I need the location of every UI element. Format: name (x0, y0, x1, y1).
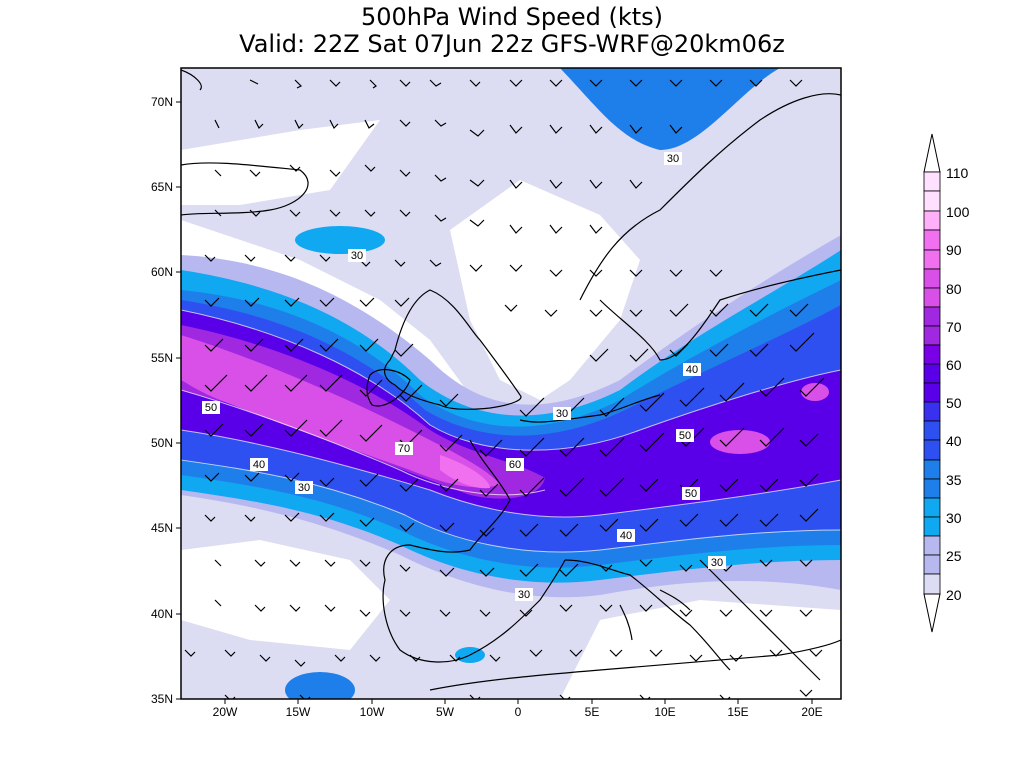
colorbar-label-20: 20 (946, 587, 962, 603)
contour-label: 40 (250, 458, 268, 471)
colorbar-label-90: 90 (946, 242, 962, 258)
wind-barbs (184, 79, 825, 699)
colorbar-label-30: 30 (946, 510, 962, 526)
contour-label: 30 (348, 249, 366, 262)
colorbar-label-110: 110 (946, 165, 969, 181)
barb-row-62n (214, 209, 603, 234)
barb-row-57n (204, 297, 809, 317)
lat-label-65n: 65N (151, 180, 173, 194)
svg-text:30: 30 (667, 153, 679, 165)
shade-30kt-north (295, 226, 385, 254)
contour-label: 30 (553, 407, 571, 420)
barb-row-68n (214, 119, 683, 137)
contour-label: 30 (664, 152, 682, 165)
barb-row-39n (214, 599, 813, 617)
coastlines (181, 69, 841, 691)
lon-label-20w: 20W (213, 705, 238, 719)
svg-text:40: 40 (686, 364, 698, 376)
contour-label: 40 (683, 363, 701, 376)
svg-text:30: 30 (518, 589, 530, 601)
svg-text:70: 70 (398, 443, 410, 455)
lat-label-60n: 60N (151, 265, 173, 279)
lon-label-15e: 15E (727, 705, 748, 719)
barb-row-42n (214, 559, 813, 577)
colorbar-label-50: 50 (946, 395, 962, 411)
lat-label-40n: 40N (151, 607, 173, 621)
plot-frame (180, 67, 842, 700)
lat-label-45n: 45N (151, 521, 173, 535)
lon-label-20e: 20E (801, 705, 822, 719)
barb-row-54n (204, 332, 815, 362)
lon-tick-labels: 20W 15W 10W 5W 0 5E 10E 15E 20E (213, 705, 823, 719)
barb-row-51n (204, 374, 825, 417)
clear-atlantic-north (181, 120, 380, 205)
barb-row-37n (184, 649, 823, 667)
map-title: 500hPa Wind Speed (kts) (360, 3, 664, 31)
clear-north-sea (450, 180, 640, 400)
contour-label: 50 (676, 429, 694, 442)
svg-text:40: 40 (253, 459, 265, 471)
contour-label: 60 (506, 458, 524, 471)
lat-label-50n: 50N (151, 436, 173, 450)
lon-label-15w: 15W (286, 705, 311, 719)
shade-50kt-east (710, 430, 770, 454)
barb-row-65n (214, 164, 643, 189)
contour-label: 40 (617, 529, 635, 542)
shade-30kt-arctic (560, 68, 780, 150)
svg-text:50: 50 (685, 488, 697, 500)
colorbar-label-25: 25 (946, 548, 962, 564)
colorbar-label-35: 35 (946, 472, 962, 488)
contour-label: 50 (202, 401, 220, 414)
colorbar-label-80: 80 (946, 281, 962, 297)
svg-text:40: 40 (620, 530, 632, 542)
barb-row-70n (249, 79, 803, 89)
shade-70kt (181, 335, 500, 488)
lon-label-5e: 5E (585, 705, 600, 719)
lat-tick-labels: 70N 65N 60N 55N 50N 45N 40N 35N (151, 95, 173, 706)
clear-iberia (181, 540, 390, 650)
contour-label: 30 (708, 556, 726, 569)
clear-med (560, 600, 841, 699)
barb-row-60n (204, 254, 723, 277)
lon-label-10e: 10E (654, 705, 675, 719)
contour-label: 30 (295, 481, 313, 494)
lon-label-5w: 5W (436, 705, 455, 719)
svg-text:50: 50 (679, 430, 691, 442)
svg-text:30: 30 (298, 482, 310, 494)
axis-ticks (176, 101, 813, 704)
lat-label-70n: 70N (151, 95, 173, 109)
colorbar-labels: 110 100 90 80 70 60 50 40 35 30 25 20 (946, 165, 970, 603)
contour-label: 50 (682, 487, 700, 500)
shade-50kt (181, 310, 841, 518)
colorbar-label-70: 70 (946, 319, 962, 335)
contour-lines (181, 309, 841, 553)
shade-80kt (440, 455, 490, 489)
map-subtitle: Valid: 22Z Sat 07Jun 22z GFS-WRF@20km06z (239, 30, 785, 58)
svg-text:60: 60 (509, 459, 521, 471)
lat-label-35n: 35N (151, 692, 173, 706)
svg-text:30: 30 (351, 250, 363, 262)
wind-speed-field (181, 68, 841, 699)
lat-label-55n: 55N (151, 351, 173, 365)
contour-value-labels: 30 30 50 40 30 70 60 30 40 50 50 40 30 3… (202, 152, 726, 601)
barb-row-44n (204, 508, 819, 537)
shade-30kt-atlas (285, 672, 355, 699)
contour-label: 70 (395, 442, 413, 455)
svg-text:30: 30 (556, 408, 568, 420)
colorbar-label-60: 60 (946, 357, 962, 373)
lon-label-0: 0 (515, 705, 522, 719)
svg-text:50: 50 (205, 402, 217, 414)
colorbar-label-40: 40 (946, 433, 962, 449)
lon-label-10w: 10W (360, 705, 385, 719)
shade-60kt-east (801, 383, 829, 401)
contour-label: 30 (515, 588, 533, 601)
svg-text:30: 30 (711, 557, 723, 569)
colorbar-label-100: 100 (946, 204, 970, 220)
colorbar (923, 133, 941, 633)
